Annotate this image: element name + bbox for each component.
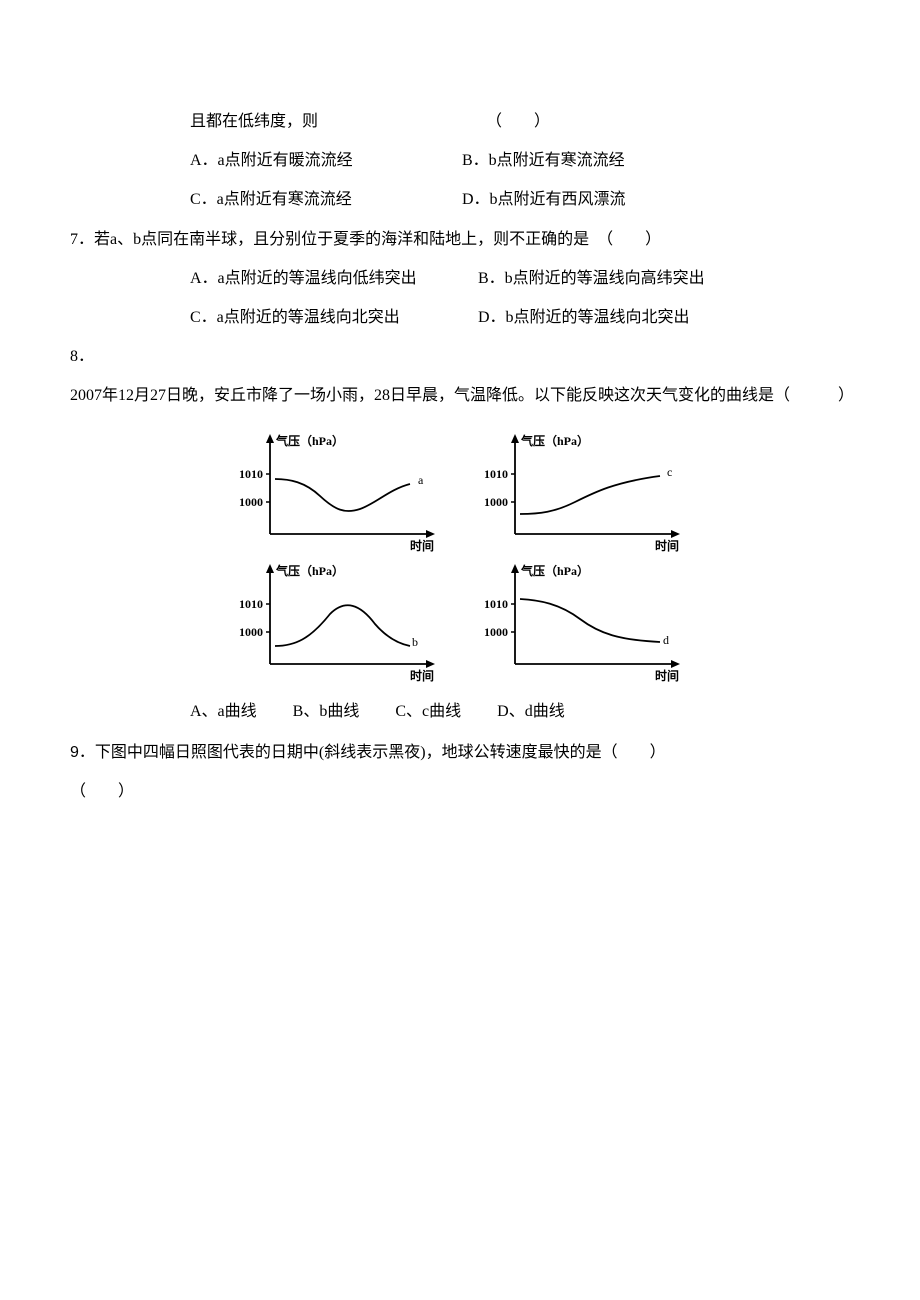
svg-text:时间: 时间 <box>655 538 679 553</box>
svg-text:d: d <box>663 633 669 647</box>
q6-stem-text: 且都在低纬度，则 <box>190 113 318 130</box>
chart-a: 1010 1000 气压（hPa） 时间 a <box>220 424 455 554</box>
svg-text:1000: 1000 <box>239 495 263 509</box>
svg-text:b: b <box>412 635 418 649</box>
svg-text:时间: 时间 <box>410 538 434 553</box>
q7-stem-text: 若a、b点同在南半球，且分别位于夏季的海洋和陆地上，则不正确的是 （ ） <box>94 231 661 248</box>
svg-text:时间: 时间 <box>655 668 679 683</box>
q6-optC: C．a点附近有寒流流经 <box>190 182 462 217</box>
q6-optA: A．a点附近有暖流流经 <box>190 143 462 178</box>
q8-charts: 1010 1000 气压（hPa） 时间 a 1010 1000 气压（hPa） 时间 c 10… <box>220 424 700 684</box>
q8-options: A、a曲线 B、b曲线 C、c曲线 D、d曲线 <box>190 694 850 729</box>
q6-options-row1: A．a点附近有暖流流经 B．b点附近有寒流流经 <box>70 143 850 178</box>
q8-stem: 2007年12月27日晚，安丘市降了一场小雨，28日早晨，气温降低。以下能反映这… <box>70 378 850 413</box>
q6-optD: D．b点附近有西风漂流 <box>462 182 626 217</box>
svg-text:时间: 时间 <box>410 668 434 683</box>
q7-optC: C．a点附近的等温线向北突出 <box>190 300 478 335</box>
svg-text:1010: 1010 <box>239 467 263 481</box>
q6-paren: （ ） <box>486 113 550 130</box>
svg-text:1000: 1000 <box>239 625 263 639</box>
svg-text:1000: 1000 <box>484 495 508 509</box>
q6-stem-tail: 且都在低纬度，则 （ ） <box>190 104 850 139</box>
q7-optD: D．b点附近的等温线向北突出 <box>478 300 690 335</box>
q6-options-row2: C．a点附近有寒流流经 D．b点附近有西风漂流 <box>70 182 850 217</box>
q9-paren-line: （ ） <box>70 774 850 809</box>
chart-c: 1010 1000 气压（hPa） 时间 c <box>465 424 700 554</box>
q8-optA: A、a曲线 <box>190 703 257 720</box>
q9-num: 9． <box>70 744 95 761</box>
q6-optB: B．b点附近有寒流流经 <box>462 143 625 178</box>
svg-text:气压（hPa）: 气压（hPa） <box>275 563 344 578</box>
chart-b: 1010 1000 气压（hPa） 时间 b <box>220 554 455 684</box>
svg-text:1010: 1010 <box>484 467 508 481</box>
q8-optC: C、c曲线 <box>395 703 461 720</box>
svg-text:1000: 1000 <box>484 625 508 639</box>
svg-text:c: c <box>667 465 672 479</box>
q8-num-line: 8． <box>70 339 850 374</box>
q9-stem: 9．下图中四幅日照图代表的日期中(斜线表示黑夜)，地球公转速度最快的是（ ） <box>70 735 850 770</box>
chart-d: 1010 1000 气压（hPa） 时间 d <box>465 554 700 684</box>
q8-optD: D、d曲线 <box>497 703 565 720</box>
svg-text:气压（hPa）: 气压（hPa） <box>520 563 589 578</box>
q7-options-row2: C．a点附近的等温线向北突出 D．b点附近的等温线向北突出 <box>70 300 850 335</box>
svg-text:1010: 1010 <box>484 597 508 611</box>
q7-optA: A．a点附近的等温线向低纬突出 <box>190 261 478 296</box>
svg-text:气压（hPa）: 气压（hPa） <box>520 433 589 448</box>
q7-options-row1: A．a点附近的等温线向低纬突出 B．b点附近的等温线向高纬突出 <box>70 261 850 296</box>
q9-stem-text: 下图中四幅日照图代表的日期中(斜线表示黑夜)，地球公转速度最快的是（ ） <box>95 744 666 761</box>
q8-num: 8． <box>70 348 94 365</box>
svg-text:1010: 1010 <box>239 597 263 611</box>
svg-text:a: a <box>418 473 424 487</box>
svg-text:气压（hPa）: 气压（hPa） <box>275 433 344 448</box>
q7-num: 7． <box>70 231 94 248</box>
q7-optB: B．b点附近的等温线向高纬突出 <box>478 261 705 296</box>
q7-stem: 7．若a、b点同在南半球，且分别位于夏季的海洋和陆地上，则不正确的是 （ ） <box>70 222 850 257</box>
q8-optB: B、b曲线 <box>293 703 360 720</box>
